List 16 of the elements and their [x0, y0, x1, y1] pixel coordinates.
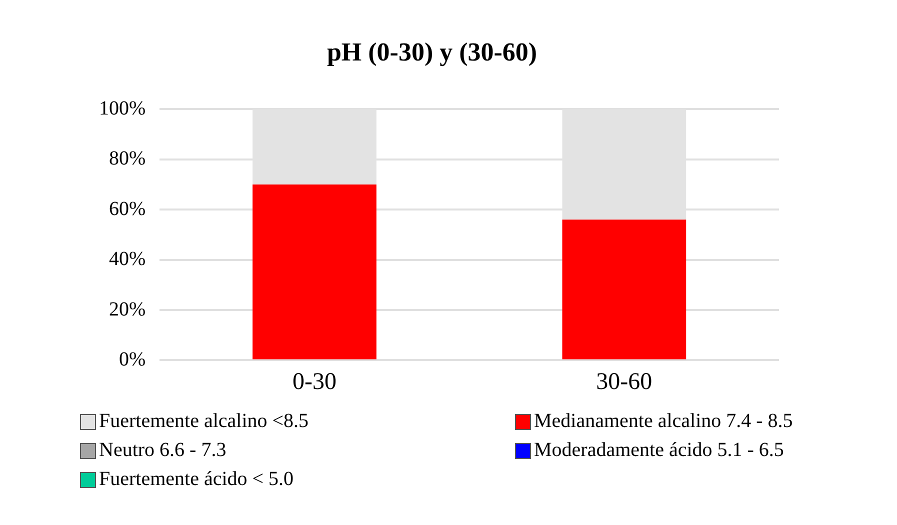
- y-tick-label: 40%: [108, 248, 146, 270]
- legend-label: Medianamente alcalino 7.4 - 8.5: [534, 410, 793, 433]
- y-tick-label: 60%: [108, 198, 146, 220]
- legend-label: Moderadamente ácido 5.1 - 6.5: [534, 439, 784, 462]
- legend-label: Fuertemente ácido < 5.0: [99, 468, 294, 491]
- y-tick-label: 100%: [98, 97, 146, 120]
- x-tick-label: 30-60: [596, 368, 652, 395]
- legend-label: Neutro 6.6 - 7.3: [99, 439, 226, 462]
- legend-label: Fuertemente alcalino <8.5: [99, 410, 309, 433]
- x-tick-label: 0-30: [292, 368, 336, 395]
- y-tick-label: 20%: [108, 298, 146, 320]
- y-tick-label: 0%: [118, 348, 146, 370]
- bar: [252, 184, 376, 360]
- chart-title: pH (0-30) y (30-60): [326, 37, 538, 66]
- bar: [562, 220, 686, 360]
- y-tick-label: 80%: [108, 148, 146, 170]
